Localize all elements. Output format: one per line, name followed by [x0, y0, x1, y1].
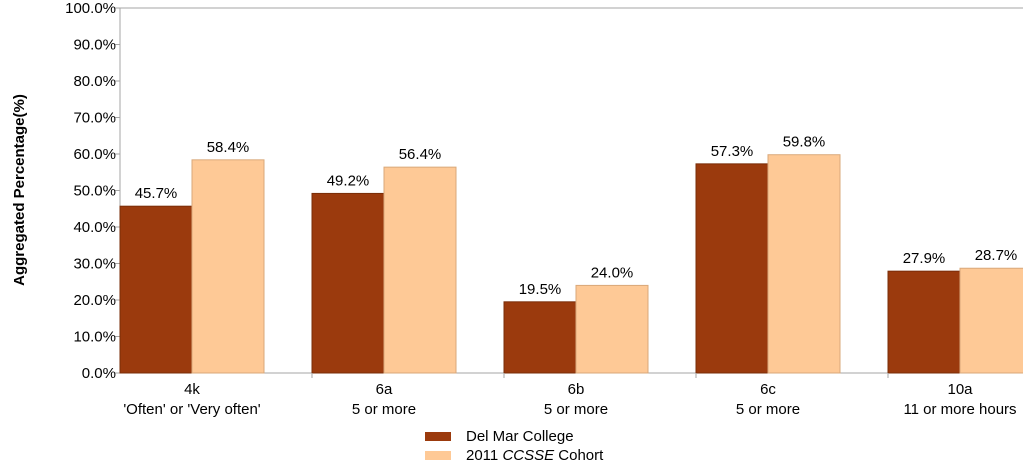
data-label: 27.9% — [903, 250, 946, 267]
data-label: 28.7% — [975, 247, 1018, 264]
data-label: 58.4% — [207, 139, 250, 156]
y-tick-label: 100.0% — [65, 0, 116, 17]
x-tick-label: 6b — [568, 381, 585, 398]
x-tick-sublabel: 11 or more hours — [903, 401, 1016, 418]
x-tick-sublabel: 'Often' or 'Very often' — [123, 401, 260, 418]
x-tick-sublabel: 5 or more — [544, 401, 608, 418]
x-tick-label: 6c — [760, 381, 776, 398]
data-label: 19.5% — [519, 281, 562, 298]
data-label: 24.0% — [591, 264, 634, 281]
legend: Del Mar College 2011 CCSSE Cohort — [425, 428, 604, 464]
bar — [191, 159, 265, 374]
bar — [767, 154, 841, 374]
data-label: 45.7% — [135, 185, 178, 202]
bar — [383, 166, 457, 374]
legend-swatch — [425, 451, 451, 460]
legend-label: 2011 CCSSE Cohort — [466, 447, 604, 464]
y-tick-label: 50.0% — [73, 183, 116, 200]
bars: 45.7% 58.4% 49.2% 56.4% 19.5% 24.0% 57.3% 59.8%… — [119, 134, 1023, 374]
bar — [503, 301, 577, 374]
data-label: 57.3% — [711, 143, 754, 160]
y-tick-label: 90.0% — [73, 37, 116, 54]
bar — [119, 205, 193, 374]
legend-label: Del Mar College — [466, 428, 574, 445]
bar — [695, 163, 769, 374]
y-tick-label: 10.0% — [73, 329, 116, 346]
bar — [887, 270, 961, 374]
x-axis-labels: 4k 'Often' or 'Very often' 6a 5 or more 6b 5 … — [123, 373, 1017, 418]
x-tick-label: 6a — [376, 381, 393, 398]
x-tick-label: 10a — [947, 381, 973, 398]
y-axis-title: Aggregated Percentage(%) — [11, 94, 28, 286]
bar — [959, 267, 1023, 374]
y-tick-label: 0.0% — [82, 365, 116, 382]
y-tick-label: 80.0% — [73, 73, 116, 90]
x-tick-sublabel: 5 or more — [352, 401, 416, 418]
y-tick-label: 60.0% — [73, 146, 116, 163]
y-tick-label: 30.0% — [73, 256, 116, 273]
x-tick-sublabel: 5 or more — [736, 401, 800, 418]
x-tick-label: 4k — [184, 381, 200, 398]
y-axis-ticks: 0.0% 10.0% 20.0% 30.0% 40.0% 50.0% 60.0% 70.0% 8… — [65, 0, 120, 382]
data-label: 49.2% — [327, 172, 370, 189]
bar — [575, 284, 649, 374]
bar — [311, 192, 385, 374]
y-tick-label: 40.0% — [73, 219, 116, 236]
data-label: 59.8% — [783, 134, 826, 151]
y-tick-label: 20.0% — [73, 292, 116, 309]
legend-swatch — [425, 432, 451, 441]
data-label: 56.4% — [399, 146, 442, 163]
y-tick-label: 70.0% — [73, 110, 116, 127]
